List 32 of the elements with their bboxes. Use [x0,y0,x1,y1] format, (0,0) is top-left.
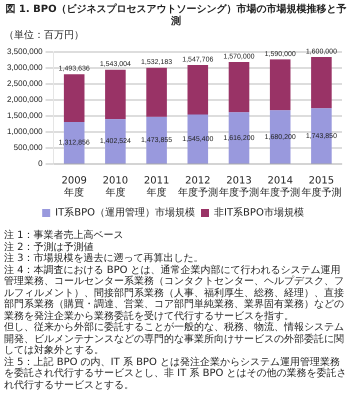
y-axis-title: （単位：百万円） [4,30,85,42]
y-tick-label: 2,500,000 [6,79,44,88]
y-tick-label: 3,500,000 [6,47,44,56]
legend-label: 非IT系BPO市場規模 [214,206,304,219]
x-tick-label: 2009年度 [61,176,87,199]
text: 注 4：本調査における BPO とは、通常企業内部にて行われるシステム運用管理業務、コールセンター系業務（コンタクトセンター、ヘルプデスク、フルフィルメント）、間接部門系業務（人事、福利厚生、総務、経理）、直接部門系業務（購買・調達、営業、コア部門単純業務、業界固有業務）などの業務を発注企業から業務委託を受けて代行するサービスを指す。 [4,264,345,322]
x-tick-label: 2014年度予測 [260,176,300,199]
legend-label: IT系BPO（運用管理）市場規模 [55,206,196,219]
x-tick-label: 2013年度予測 [218,176,259,199]
x-tick-label: 2011年度 [144,176,170,199]
text: 注 3：市場規模を過去に遡って再算出した。 [4,253,205,264]
bar [228,62,250,112]
bar [311,56,332,108]
x-tick-label: 2015年度予測 [301,176,342,199]
chart-title: 図 1. BPO（ビジネスプロセスアウトソーシング）市場の市場規模推移と予測 [4,4,348,28]
bar [146,68,167,117]
bar [105,70,126,120]
y-tick-label: 3,000,000 [6,63,44,72]
y-tick-label: 500,000 [14,143,44,152]
text: 注 5：上記 BPO の内、IT 系 BPO とは発注企業からシステム運用管理業務を委託され代行するサービスとし、非 IT 系 BPO とはその他の業務を委託され代行するサービスとする。 [4,356,348,391]
bar [270,59,290,110]
bar [64,74,84,122]
y-tick-label: 1,000,000 [6,127,44,136]
bar [187,65,208,115]
y-tick-label: 1,500,000 [6,111,44,120]
text: 注 1：事業者売上高ベース [4,230,125,242]
x-tick-label: 2012年度予測 [178,176,218,199]
y-tick-label: 0 [38,159,44,168]
x-tick-label: 2010年度 [102,176,128,199]
text: 但し、従来から外部に委託することが一般的な、税務、物流、情報システム開発、ビルメンテナンスなどの専門的な事業所向けサービスの外部委託に関しては対象外とする。 [4,322,345,356]
y-tick-label: 2,000,000 [6,95,44,104]
text: 注 2：予測は予測値 [4,242,95,252]
